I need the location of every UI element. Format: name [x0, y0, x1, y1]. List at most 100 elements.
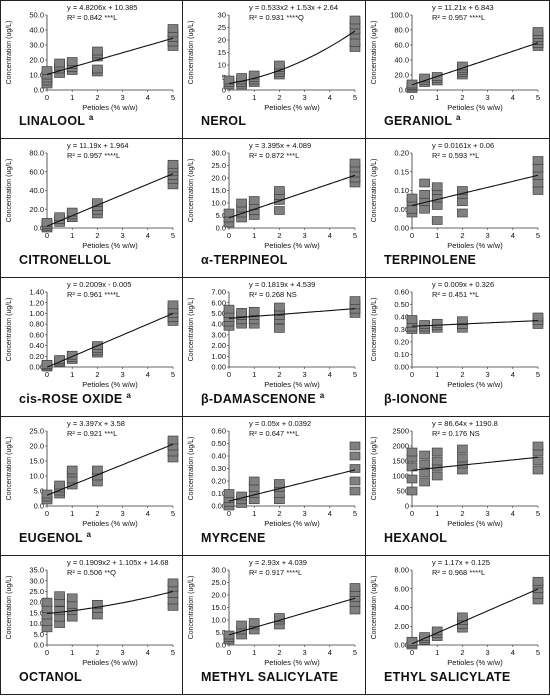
x-tick-label: 5 — [353, 509, 357, 518]
y-tick-label: 15.0 — [211, 186, 226, 195]
trend-line — [228, 174, 356, 219]
x-tick-label: 3 — [486, 93, 490, 102]
y-tick-label: 0.00 — [211, 502, 226, 511]
data-point — [406, 474, 418, 484]
y-axis-title: Concentration (ug/L) — [6, 576, 13, 640]
x-tick-label: 5 — [171, 509, 175, 518]
y-tick-label: 25.0 — [211, 161, 226, 170]
y-tick-label: 0.60 — [394, 288, 409, 297]
y-tick-label: 25.0 — [29, 427, 44, 436]
y-tick-label: 60.0 — [29, 167, 44, 176]
y-axis-title: Concentration (ug/L) — [188, 159, 195, 223]
data-point — [223, 630, 235, 640]
compound-name: HEXANOL — [384, 531, 447, 545]
y-tick-label: 15.0 — [29, 457, 44, 466]
r-squared-text: R² = 0.931 ****Q — [249, 13, 304, 22]
y-tick-label: 4.00 — [394, 603, 409, 612]
data-point — [41, 218, 53, 227]
compound-name-text: METHYL SALICYLATE — [201, 670, 339, 684]
compound-name-text: GERANIOL — [384, 114, 453, 128]
x-tick-label: 1 — [252, 370, 256, 379]
regression-equation: y = 0.1909x2 + 1.105x + 14.68 R² = 0.506 … — [67, 558, 169, 578]
x-tick-label: 2 — [460, 231, 464, 240]
y-tick-label: 30.0 — [29, 576, 44, 585]
y-tick-label: 20.0 — [211, 174, 226, 183]
x-tick-label: 0 — [227, 93, 231, 102]
compound-name-text: OCTANOL — [19, 670, 82, 684]
compound-superscript: a — [455, 112, 461, 122]
y-tick-label: 0 — [222, 86, 226, 95]
x-tick-label: 0 — [45, 231, 49, 240]
y-tick-label: 1.20 — [29, 298, 44, 307]
data-point — [406, 462, 418, 472]
y-tick-label: 15.0 — [29, 608, 44, 617]
equation-text: y = 0.1909x2 + 1.105x + 14.68 — [67, 558, 169, 567]
x-axis-title: Petioles (% w/w) — [447, 380, 503, 389]
x-tick-label: 4 — [328, 231, 332, 240]
data-point — [406, 193, 418, 203]
data-point — [236, 620, 247, 630]
x-tick-label: 4 — [146, 648, 150, 657]
x-tick-label: 5 — [171, 93, 175, 102]
scatter-plot: 0.00 0.05 0.10 0.15 0.20 0 1 2 3 4 5 Petioles (% w/… — [371, 149, 544, 250]
compound-name: CITRONELLOL — [19, 253, 111, 267]
scatter-plot: 0.00 0.10 0.20 0.30 0.40 0.50 0.60 0 1 2 3 4 5 Petiol… — [371, 288, 544, 389]
y-tick-label: 0 — [405, 502, 409, 511]
regression-equation: y = 0.533x2 + 1.53x + 2.64 R² = 0.931 ***… — [249, 3, 338, 23]
x-axis-title: Petioles (% w/w) — [447, 658, 503, 667]
y-tick-label: 5.0 — [34, 487, 44, 496]
data-point — [419, 73, 430, 83]
compound-name: OCTANOL — [19, 670, 82, 684]
trend-line — [411, 174, 539, 207]
compound-name-text: HEXANOL — [384, 531, 448, 545]
x-tick-label: 5 — [171, 648, 175, 657]
y-tick-label: 0.00 — [29, 363, 44, 372]
equation-text: y = 11.19x + 1.964 — [67, 141, 129, 150]
data-point — [167, 159, 179, 169]
r-squared-text: R² = 0.268 NS — [249, 290, 297, 299]
data-point — [532, 178, 544, 188]
y-tick-label: 20.0 — [29, 205, 44, 214]
compound-name-text: NEROL — [201, 114, 247, 128]
data-point — [274, 613, 285, 622]
y-tick-label: 30.0 — [211, 149, 226, 158]
regression-equation: y = 2.93x + 4.039 R² = 0.917 ****L — [249, 558, 307, 578]
regression-equation: y = 3.397x + 3.58 R² = 0.921 ***L — [67, 419, 125, 439]
x-tick-label: 4 — [146, 509, 150, 518]
y-tick-label: 40.0 — [29, 26, 44, 35]
data-point — [406, 79, 418, 89]
x-tick-label: 3 — [486, 370, 490, 379]
data-point — [431, 201, 443, 210]
x-tick-label: 4 — [146, 93, 150, 102]
compound-name: α-TERPINEOL — [201, 253, 288, 267]
x-tick-label: 2 — [277, 648, 281, 657]
data-point — [248, 618, 260, 627]
data-point — [349, 451, 361, 461]
x-tick-label: 3 — [486, 648, 490, 657]
x-tick-label: 1 — [252, 93, 256, 102]
x-axis-title: Petioles (% w/w) — [264, 658, 320, 667]
x-axis-title: Petioles (% w/w) — [447, 519, 503, 528]
y-axis-title: Concentration (ug/L) — [6, 21, 13, 85]
x-tick-label: 5 — [536, 648, 540, 657]
y-tick-label: 0.0 — [34, 86, 44, 95]
equation-text: y = 0.0161x + 0.06 — [432, 141, 495, 150]
x-tick-label: 1 — [252, 231, 256, 240]
data-point — [419, 204, 430, 214]
x-axis-title: Petioles (% w/w) — [264, 103, 320, 112]
y-tick-label: 10.0 — [211, 199, 226, 208]
data-point — [349, 38, 361, 47]
x-tick-label: 5 — [353, 93, 357, 102]
x-tick-label: 0 — [45, 648, 49, 657]
x-tick-label: 0 — [227, 231, 231, 240]
scatter-plot: 0.00 2.00 4.00 6.00 8.00 0 1 2 3 4 5 Petioles (% w/… — [371, 566, 544, 667]
x-tick-label: 3 — [303, 370, 307, 379]
y-tick-label: 50.0 — [29, 11, 44, 20]
data-point — [223, 304, 235, 314]
equation-text: y = 86.64x + 1190.8 — [432, 419, 498, 428]
compound-name-text: LINALOOL — [19, 114, 86, 128]
x-tick-label: 2 — [460, 648, 464, 657]
x-tick-label: 1 — [435, 231, 439, 240]
x-tick-label: 0 — [227, 648, 231, 657]
scatter-plot: 0.0 5.0 10.0 15.0 20.0 25.0 0 1 2 3 4 5 Petioles (% … — [6, 427, 179, 528]
